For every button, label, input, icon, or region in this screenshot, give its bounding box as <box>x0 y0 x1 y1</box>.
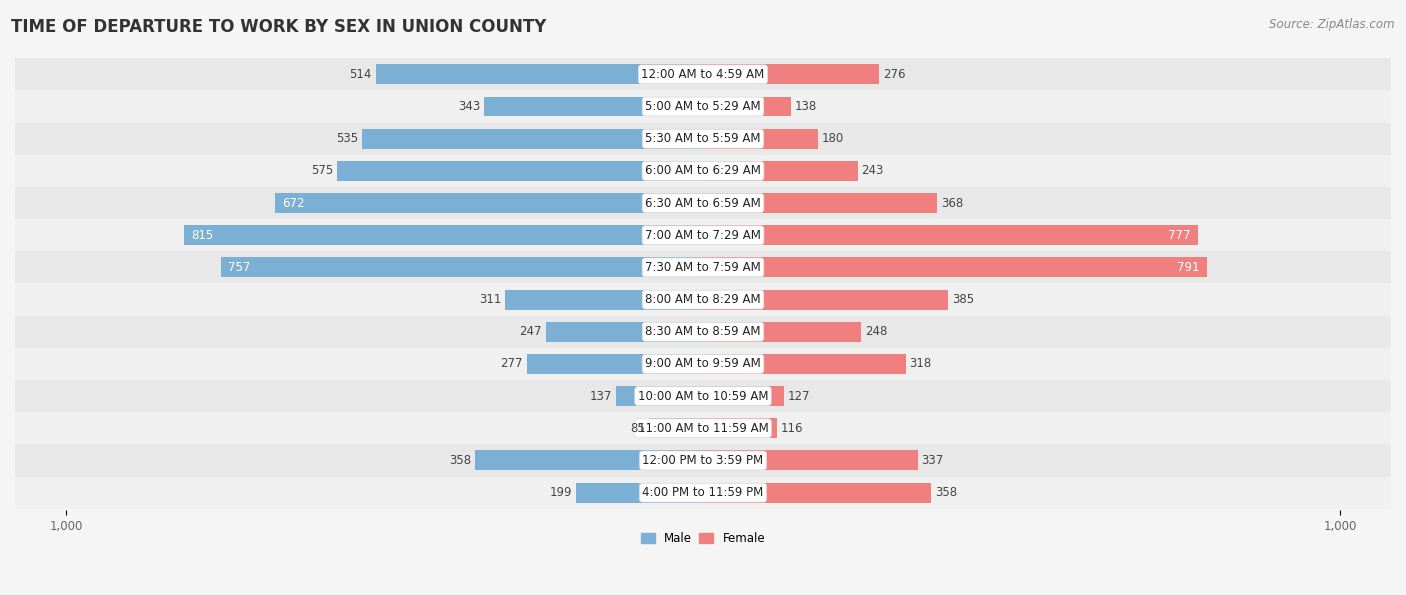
Text: 247: 247 <box>519 325 541 339</box>
Bar <box>703 386 785 406</box>
Bar <box>0 90 1406 123</box>
Bar <box>703 354 905 374</box>
Text: 757: 757 <box>228 261 250 274</box>
Bar <box>184 226 703 245</box>
Text: 277: 277 <box>501 358 523 371</box>
Text: 8:00 AM to 8:29 AM: 8:00 AM to 8:29 AM <box>645 293 761 306</box>
Bar <box>703 322 860 342</box>
Bar <box>276 193 703 213</box>
Bar <box>703 450 918 471</box>
Text: 127: 127 <box>787 390 810 403</box>
Text: 138: 138 <box>794 100 817 113</box>
Bar <box>505 290 703 309</box>
Text: 12:00 PM to 3:59 PM: 12:00 PM to 3:59 PM <box>643 454 763 467</box>
Bar <box>703 96 792 117</box>
Bar <box>576 483 703 503</box>
Bar <box>485 96 703 117</box>
Text: 85: 85 <box>630 422 645 435</box>
Text: Source: ZipAtlas.com: Source: ZipAtlas.com <box>1270 18 1395 31</box>
Text: 535: 535 <box>336 132 359 145</box>
Text: 9:00 AM to 9:59 AM: 9:00 AM to 9:59 AM <box>645 358 761 371</box>
Bar <box>0 412 1406 444</box>
Text: 358: 358 <box>935 486 957 499</box>
Text: 368: 368 <box>941 196 963 209</box>
Bar <box>0 316 1406 348</box>
Legend: Male, Female: Male, Female <box>636 527 770 550</box>
Text: 4:00 PM to 11:59 PM: 4:00 PM to 11:59 PM <box>643 486 763 499</box>
Bar <box>0 58 1406 90</box>
Bar <box>703 193 938 213</box>
Bar <box>475 450 703 471</box>
Text: 276: 276 <box>883 68 905 81</box>
Bar <box>221 258 703 277</box>
Text: TIME OF DEPARTURE TO WORK BY SEX IN UNION COUNTY: TIME OF DEPARTURE TO WORK BY SEX IN UNIO… <box>11 18 547 36</box>
Bar <box>0 444 1406 477</box>
Text: 385: 385 <box>952 293 974 306</box>
Bar <box>648 418 703 439</box>
Text: 137: 137 <box>589 390 612 403</box>
Text: 672: 672 <box>283 196 305 209</box>
Bar <box>0 187 1406 219</box>
Text: 243: 243 <box>862 164 884 177</box>
Text: 7:00 AM to 7:29 AM: 7:00 AM to 7:29 AM <box>645 228 761 242</box>
Text: 343: 343 <box>458 100 481 113</box>
Text: 116: 116 <box>780 422 803 435</box>
Text: 337: 337 <box>921 454 943 467</box>
Bar <box>703 418 778 439</box>
Text: 6:00 AM to 6:29 AM: 6:00 AM to 6:29 AM <box>645 164 761 177</box>
Bar <box>546 322 703 342</box>
Bar <box>703 290 948 309</box>
Bar <box>375 64 703 84</box>
Bar <box>703 226 1198 245</box>
Text: 12:00 AM to 4:59 AM: 12:00 AM to 4:59 AM <box>641 68 765 81</box>
Bar <box>0 251 1406 283</box>
Text: 5:00 AM to 5:29 AM: 5:00 AM to 5:29 AM <box>645 100 761 113</box>
Bar <box>0 283 1406 316</box>
Text: 311: 311 <box>478 293 501 306</box>
Bar <box>703 483 931 503</box>
Text: 248: 248 <box>865 325 887 339</box>
Bar <box>616 386 703 406</box>
Text: 8:30 AM to 8:59 AM: 8:30 AM to 8:59 AM <box>645 325 761 339</box>
Text: 199: 199 <box>550 486 572 499</box>
Bar <box>363 129 703 149</box>
Text: 7:30 AM to 7:59 AM: 7:30 AM to 7:59 AM <box>645 261 761 274</box>
Text: 575: 575 <box>311 164 333 177</box>
Bar <box>0 123 1406 155</box>
Text: 777: 777 <box>1168 228 1191 242</box>
Text: 791: 791 <box>1177 261 1199 274</box>
Bar <box>0 219 1406 251</box>
Bar <box>703 64 879 84</box>
Text: 318: 318 <box>910 358 932 371</box>
Text: 358: 358 <box>449 454 471 467</box>
Text: 815: 815 <box>191 228 214 242</box>
Text: 514: 514 <box>349 68 371 81</box>
Text: 6:30 AM to 6:59 AM: 6:30 AM to 6:59 AM <box>645 196 761 209</box>
Bar <box>526 354 703 374</box>
Bar <box>0 348 1406 380</box>
Text: 180: 180 <box>821 132 844 145</box>
Bar <box>0 477 1406 509</box>
Bar <box>336 161 703 181</box>
Bar <box>703 161 858 181</box>
Text: 10:00 AM to 10:59 AM: 10:00 AM to 10:59 AM <box>638 390 768 403</box>
Bar <box>0 155 1406 187</box>
Bar <box>703 129 818 149</box>
Text: 11:00 AM to 11:59 AM: 11:00 AM to 11:59 AM <box>638 422 768 435</box>
Text: 5:30 AM to 5:59 AM: 5:30 AM to 5:59 AM <box>645 132 761 145</box>
Bar <box>0 380 1406 412</box>
Bar <box>703 258 1206 277</box>
